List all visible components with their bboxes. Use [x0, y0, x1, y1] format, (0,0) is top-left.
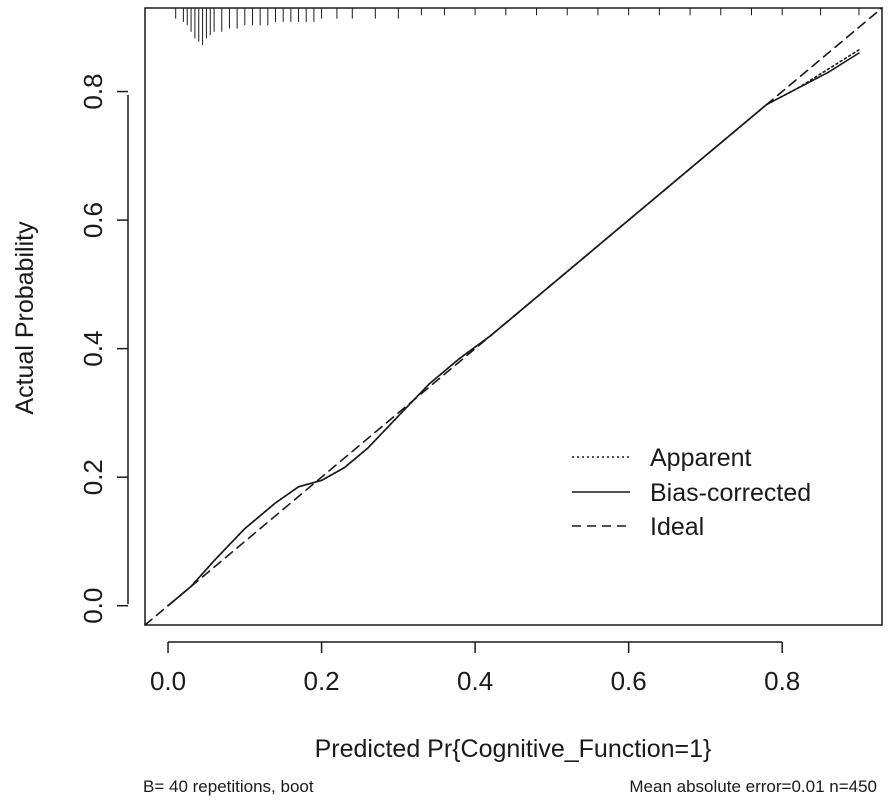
x-axis-label: Predicted Pr{Cognitive_Function=1} [315, 735, 712, 763]
y-axis: 0.0 0.2 0.4 0.6 0.8 [78, 73, 129, 624]
y-axis-label: Actual Probability [11, 221, 39, 415]
y-tick-label: 0.8 [78, 73, 108, 109]
y-tick-label: 0.6 [78, 202, 108, 238]
footer-right: Mean absolute error=0.01 n=450 [629, 777, 877, 796]
footer-left: B= 40 repetitions, boot [143, 777, 314, 796]
legend: Apparent Bias-corrected Ideal [572, 444, 811, 541]
x-tick-label: 0.2 [303, 666, 339, 696]
series-layer [144, 7, 883, 626]
series-line-apparent [167, 48, 860, 607]
y-tick-label: 0.0 [78, 588, 108, 624]
rug-marks [175, 8, 860, 45]
x-tick-label: 0.8 [764, 666, 800, 696]
x-axis: 0.0 0.2 0.4 0.6 0.8 [150, 641, 800, 696]
x-tick-label: 0.4 [457, 666, 493, 696]
series-line-bias-corrected [167, 52, 860, 607]
plot-frame [144, 7, 883, 626]
y-tick-label: 0.2 [78, 459, 108, 495]
legend-label-ideal: Ideal [650, 513, 704, 541]
x-tick-label: 0.6 [611, 666, 647, 696]
y-tick-label: 0.4 [78, 331, 108, 367]
legend-label-bias-corrected: Bias-corrected [650, 479, 811, 507]
legend-label-apparent: Apparent [650, 444, 752, 472]
x-tick-label: 0.0 [150, 666, 186, 696]
